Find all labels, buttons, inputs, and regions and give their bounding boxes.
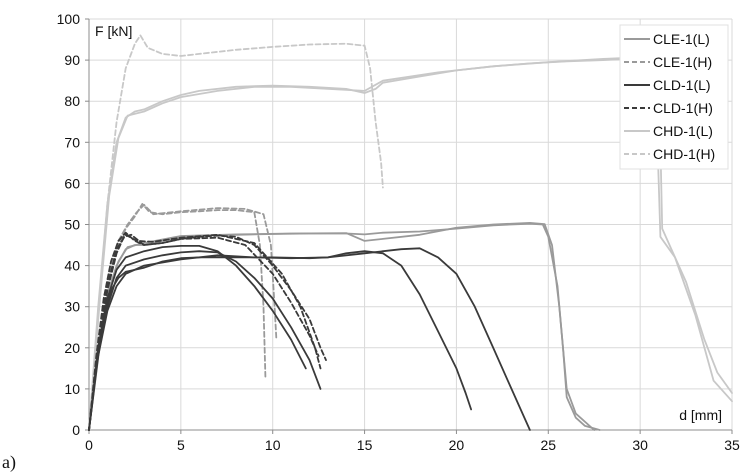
- y-tick-label-7: 70: [64, 134, 80, 150]
- y-tick-label-5: 50: [64, 217, 80, 233]
- series-CHD-1(L): [88, 55, 733, 431]
- series-line-CLD-1(L)-1: [88, 250, 472, 431]
- series-line-CHD-1(L)-2: [88, 55, 733, 431]
- y-tick-label-8: 80: [64, 93, 80, 109]
- series-layer: [88, 34, 733, 431]
- legend-box: [619, 24, 729, 170]
- y-tick-label-6: 60: [64, 175, 80, 191]
- x-tick-label-0: 0: [85, 437, 93, 453]
- series-CLE-1(L): [88, 222, 601, 431]
- series-line-CHD-1(L)-1: [88, 55, 733, 431]
- series-line-CLD-1(L)-3: [88, 250, 322, 431]
- series-line-CLD-1(H)-1: [88, 231, 327, 431]
- series-line-CLD-1(L)-4: [88, 245, 307, 431]
- y-tick-label-10: 100: [57, 11, 81, 27]
- x-tick-label-3: 15: [357, 437, 373, 453]
- series-line-CLD-1(L)-2: [88, 247, 531, 431]
- y-axis-label: F [kN]: [95, 23, 132, 39]
- panel-label: a): [2, 452, 16, 473]
- x-tick-label-4: 20: [449, 437, 465, 453]
- x-tick-label-5: 25: [540, 437, 556, 453]
- y-tick-label-4: 40: [64, 258, 80, 274]
- legend-label-CLD-1(H): CLD-1(H): [653, 100, 713, 116]
- series-CLD-1(L): [88, 245, 531, 431]
- series-line-CLE-1(L)-2: [88, 222, 596, 431]
- series-line-CLD-1(H)-2: [88, 233, 320, 431]
- series-line-CHD-1(H)-1: [88, 34, 384, 431]
- legend-label-CLE-1(H): CLE-1(H): [653, 54, 712, 70]
- tick-labels: 0 5 10 15 20 25 30 35 0 10 20 30 40 50 60 70 80 90 100: [57, 11, 740, 453]
- series-CHD-1(H): [88, 34, 384, 431]
- legend-label-CLE-1(L): CLE-1(L): [653, 31, 710, 47]
- y-tick-label-9: 90: [64, 52, 80, 68]
- legend-label-CHD-1(H): CHD-1(H): [653, 146, 715, 162]
- x-axis-label: d [mm]: [679, 407, 722, 423]
- legend: CLE-1(L) CLE-1(H) CLD-1(L) CLD-1(H) CHD-1(L)…: [619, 24, 729, 170]
- x-tick-label-1: 5: [177, 437, 185, 453]
- series-line-CLE-1(H)-2: [88, 203, 278, 431]
- y-tick-label-0: 0: [72, 422, 80, 438]
- y-tick-label-3: 30: [64, 299, 80, 315]
- series-line-CLD-1(H)-3: [88, 233, 322, 431]
- y-tick-label-1: 10: [64, 381, 80, 397]
- legend-label-CHD-1(L): CHD-1(L): [653, 123, 713, 139]
- x-tick-label-2: 10: [265, 437, 281, 453]
- legend-label-CLD-1(L): CLD-1(L): [653, 77, 711, 93]
- x-tick-label-6: 30: [632, 437, 648, 453]
- y-tick-label-2: 20: [64, 340, 80, 356]
- x-tick-label-7: 35: [724, 437, 740, 453]
- axes: [85, 18, 733, 434]
- series-CLD-1(H): [88, 231, 327, 431]
